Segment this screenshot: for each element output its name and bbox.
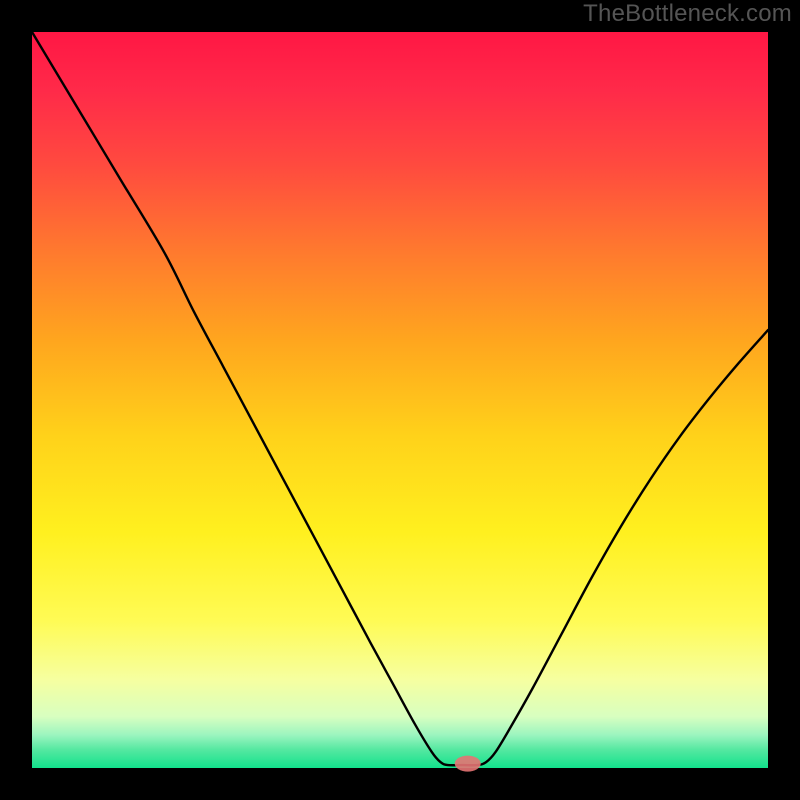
chart-stage: TheBottleneck.com: [0, 0, 800, 800]
watermark-text: TheBottleneck.com: [583, 0, 792, 28]
optimum-marker: [455, 756, 481, 772]
bottleneck-chart: [0, 0, 800, 800]
plot-background: [32, 32, 768, 768]
